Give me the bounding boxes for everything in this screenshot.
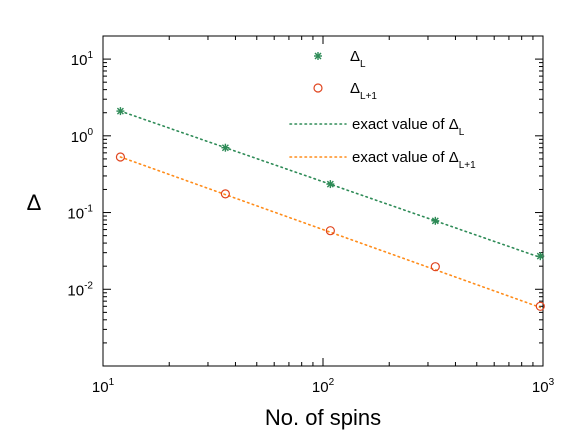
y-tick-label: 101 bbox=[71, 50, 94, 69]
circle-point bbox=[115, 152, 126, 162]
asterisk-point bbox=[536, 252, 545, 261]
y-tick-label: 10-2 bbox=[67, 280, 93, 299]
y-tick-label-exponent: 0 bbox=[87, 127, 93, 138]
y-axis-title: Δ bbox=[27, 190, 42, 215]
x-tick-label-exponent: 1 bbox=[109, 377, 115, 388]
legend-label-subscript: L+1 bbox=[360, 91, 377, 102]
fit-lines bbox=[119, 110, 542, 309]
asterisk-point bbox=[116, 107, 125, 116]
plot-frame bbox=[102, 35, 544, 367]
y-tick-label-base: 10 bbox=[71, 52, 88, 69]
x-tick-label-base: 10 bbox=[92, 379, 109, 396]
x-tick-label: 103 bbox=[532, 377, 555, 396]
legend-label-text: exact value of Δ bbox=[352, 149, 459, 166]
circle-point bbox=[535, 301, 545, 311]
legend-label-2: exact value of ΔL bbox=[352, 116, 465, 138]
legend-label-subscript: L+1 bbox=[459, 160, 476, 171]
y-tick-label-exponent: -1 bbox=[84, 204, 93, 215]
legend-label-text: Δ bbox=[350, 80, 360, 97]
fit-line-2 bbox=[119, 110, 542, 259]
legend-label-text: exact value of Δ bbox=[352, 116, 459, 133]
asterisk-point bbox=[221, 143, 230, 152]
fit-line-3 bbox=[119, 156, 542, 309]
asterisk-point bbox=[326, 180, 335, 189]
legend-label-subscript: L bbox=[360, 59, 366, 70]
y-tick-label-exponent: -2 bbox=[84, 280, 93, 291]
data-markers bbox=[115, 107, 545, 311]
asterisk-point bbox=[431, 216, 440, 225]
x-tick-label-exponent: 3 bbox=[549, 377, 555, 388]
circle-point bbox=[220, 189, 230, 199]
y-tick-label-base: 10 bbox=[67, 282, 84, 299]
x-axis-title: No. of spins bbox=[265, 405, 381, 430]
y-tick-label: 10-1 bbox=[67, 204, 93, 223]
x-tick-label-base: 10 bbox=[532, 379, 549, 396]
y-tick-label-base: 10 bbox=[71, 129, 88, 146]
y-tick-label: 100 bbox=[71, 127, 94, 146]
x-tick-label-exponent: 2 bbox=[329, 377, 335, 388]
legend-label-3: exact value of ΔL+1 bbox=[352, 149, 476, 171]
x-tick-label: 102 bbox=[312, 377, 335, 396]
legend-label-1: ΔL+1 bbox=[350, 80, 377, 102]
legend-symbol-1 bbox=[313, 83, 323, 93]
x-tick-label: 101 bbox=[92, 377, 115, 396]
x-tick-label-base: 10 bbox=[312, 379, 329, 396]
legend-symbol-0 bbox=[314, 52, 322, 60]
legend-label-subscript: L bbox=[459, 127, 465, 138]
y-tick-label-exponent: 1 bbox=[87, 50, 93, 61]
circle-point bbox=[325, 226, 335, 236]
y-tick-label-base: 10 bbox=[67, 206, 84, 223]
circle-point bbox=[430, 262, 440, 272]
legend-label-0: ΔL bbox=[350, 48, 366, 70]
legend-label-text: Δ bbox=[350, 48, 360, 65]
